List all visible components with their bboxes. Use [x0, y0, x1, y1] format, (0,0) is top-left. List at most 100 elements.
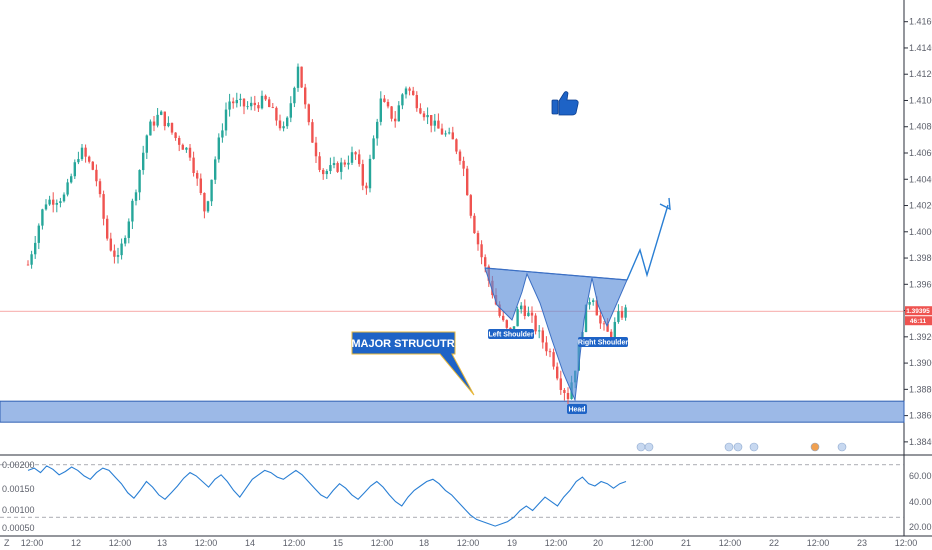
candle-body-up	[329, 165, 332, 172]
candle-body-up	[142, 152, 145, 171]
candle-body-down	[26, 264, 30, 266]
candle-body-down	[181, 144, 184, 150]
candle-body-down	[545, 342, 548, 352]
candle-body-down	[88, 156, 91, 162]
candle-body-down	[300, 66, 303, 88]
candle-body-down	[394, 118, 397, 122]
candle-body-down	[548, 351, 552, 353]
candle-body-down	[307, 104, 310, 123]
candle-body-down	[322, 169, 325, 175]
current-price-label: 1.39395	[906, 308, 930, 315]
candle-body-down	[52, 199, 55, 205]
candle-body-up	[160, 111, 163, 115]
candle-body-down	[419, 108, 422, 114]
price-tick-label: 1.38400	[909, 437, 932, 447]
price-tick-label: 1.39600	[909, 279, 932, 289]
time-tick-label: 12:00	[807, 538, 830, 548]
candle-body-up	[624, 307, 627, 318]
candle-body-up	[588, 301, 591, 305]
candle-body-down	[106, 218, 109, 239]
candle-body-up	[235, 99, 238, 104]
candle-body-up	[59, 201, 62, 203]
candle-body-up	[239, 98, 242, 100]
callout-text: MAJOR STRUCUTR	[351, 338, 454, 350]
candle-body-down	[523, 305, 526, 317]
candle-body-up	[293, 87, 296, 104]
support-zone	[0, 400, 905, 423]
candles-group	[26, 63, 627, 404]
oscillator-line	[27, 465, 627, 527]
candle-body-up	[62, 194, 66, 202]
projection-arrow	[626, 204, 669, 281]
thumbs-up-icon	[551, 91, 579, 116]
head-label: Head	[568, 406, 585, 413]
candle-body-down	[484, 257, 487, 267]
event-icon	[636, 442, 646, 452]
candle-body-down	[462, 160, 465, 169]
candle-body-down	[113, 250, 116, 257]
candle-body-up	[282, 126, 285, 129]
current-price-tag	[905, 306, 932, 316]
candle-body-down	[199, 178, 202, 193]
candle-body-down	[422, 113, 426, 118]
candle-body-down	[563, 389, 566, 393]
right-shoulder-label-box	[578, 337, 628, 347]
candle-body-down	[390, 106, 393, 119]
candle-body-up	[444, 133, 447, 135]
candle-body-down	[95, 169, 98, 182]
time-tick-label: 21	[681, 538, 691, 548]
candle-body-down	[365, 185, 368, 189]
candle-body-down	[318, 156, 321, 170]
candle-body-down	[476, 233, 480, 245]
time-tick-label: 12:00	[631, 538, 654, 548]
candle-body-up	[584, 304, 588, 333]
candle-body-down	[502, 315, 505, 321]
time-tick-label: 20	[593, 538, 603, 548]
oscillator-left-tick: 0.00050	[2, 523, 35, 533]
candle-body-down	[415, 95, 418, 109]
candle-body-down	[343, 162, 346, 165]
price-tick-label: 1.40800	[909, 122, 932, 132]
arrow-head	[659, 197, 671, 211]
candle-body-down	[278, 120, 282, 129]
oscillator-right-tick: 40.00	[909, 497, 932, 507]
candle-body-down	[358, 154, 361, 165]
candle-body-up	[131, 200, 134, 222]
price-tick-label: 1.40600	[909, 148, 932, 158]
candle-body-down	[505, 320, 508, 328]
candle-body-down	[311, 122, 314, 143]
candle-body-up	[44, 204, 48, 210]
candle-body-up	[376, 121, 379, 139]
neckline	[484, 267, 628, 281]
candle-body-up	[332, 163, 336, 166]
head-shoulders-pattern	[484, 267, 628, 402]
time-tick-label: 12:00	[283, 538, 306, 548]
candle-body-down	[152, 121, 156, 126]
candle-body-up	[250, 102, 253, 107]
candle-body-up	[185, 147, 188, 150]
candle-body-up	[37, 225, 40, 243]
candle-body-up	[55, 202, 58, 205]
countdown-label: 46:11	[910, 318, 927, 325]
price-tick-label: 1.41400	[909, 43, 932, 53]
candle-body-down	[430, 115, 433, 126]
candle-body-up	[397, 105, 400, 122]
candle-body-down	[336, 163, 339, 172]
candle-body-down	[610, 331, 613, 339]
candle-body-down	[530, 312, 534, 316]
scroll-label: Z	[4, 538, 10, 548]
candle-body-down	[480, 244, 483, 258]
candle-body-down	[192, 157, 195, 173]
candle-body-down	[314, 142, 318, 157]
time-tick-label: 12:00	[195, 538, 218, 548]
candle-body-down	[98, 181, 102, 195]
candle-body-down	[566, 392, 570, 399]
time-tick-label: 18	[419, 538, 429, 548]
candle-body-up	[404, 88, 408, 95]
candle-body-up	[80, 147, 84, 160]
candle-body-up	[433, 120, 436, 126]
candle-body-down	[253, 102, 256, 106]
candle-body-down	[102, 194, 105, 219]
